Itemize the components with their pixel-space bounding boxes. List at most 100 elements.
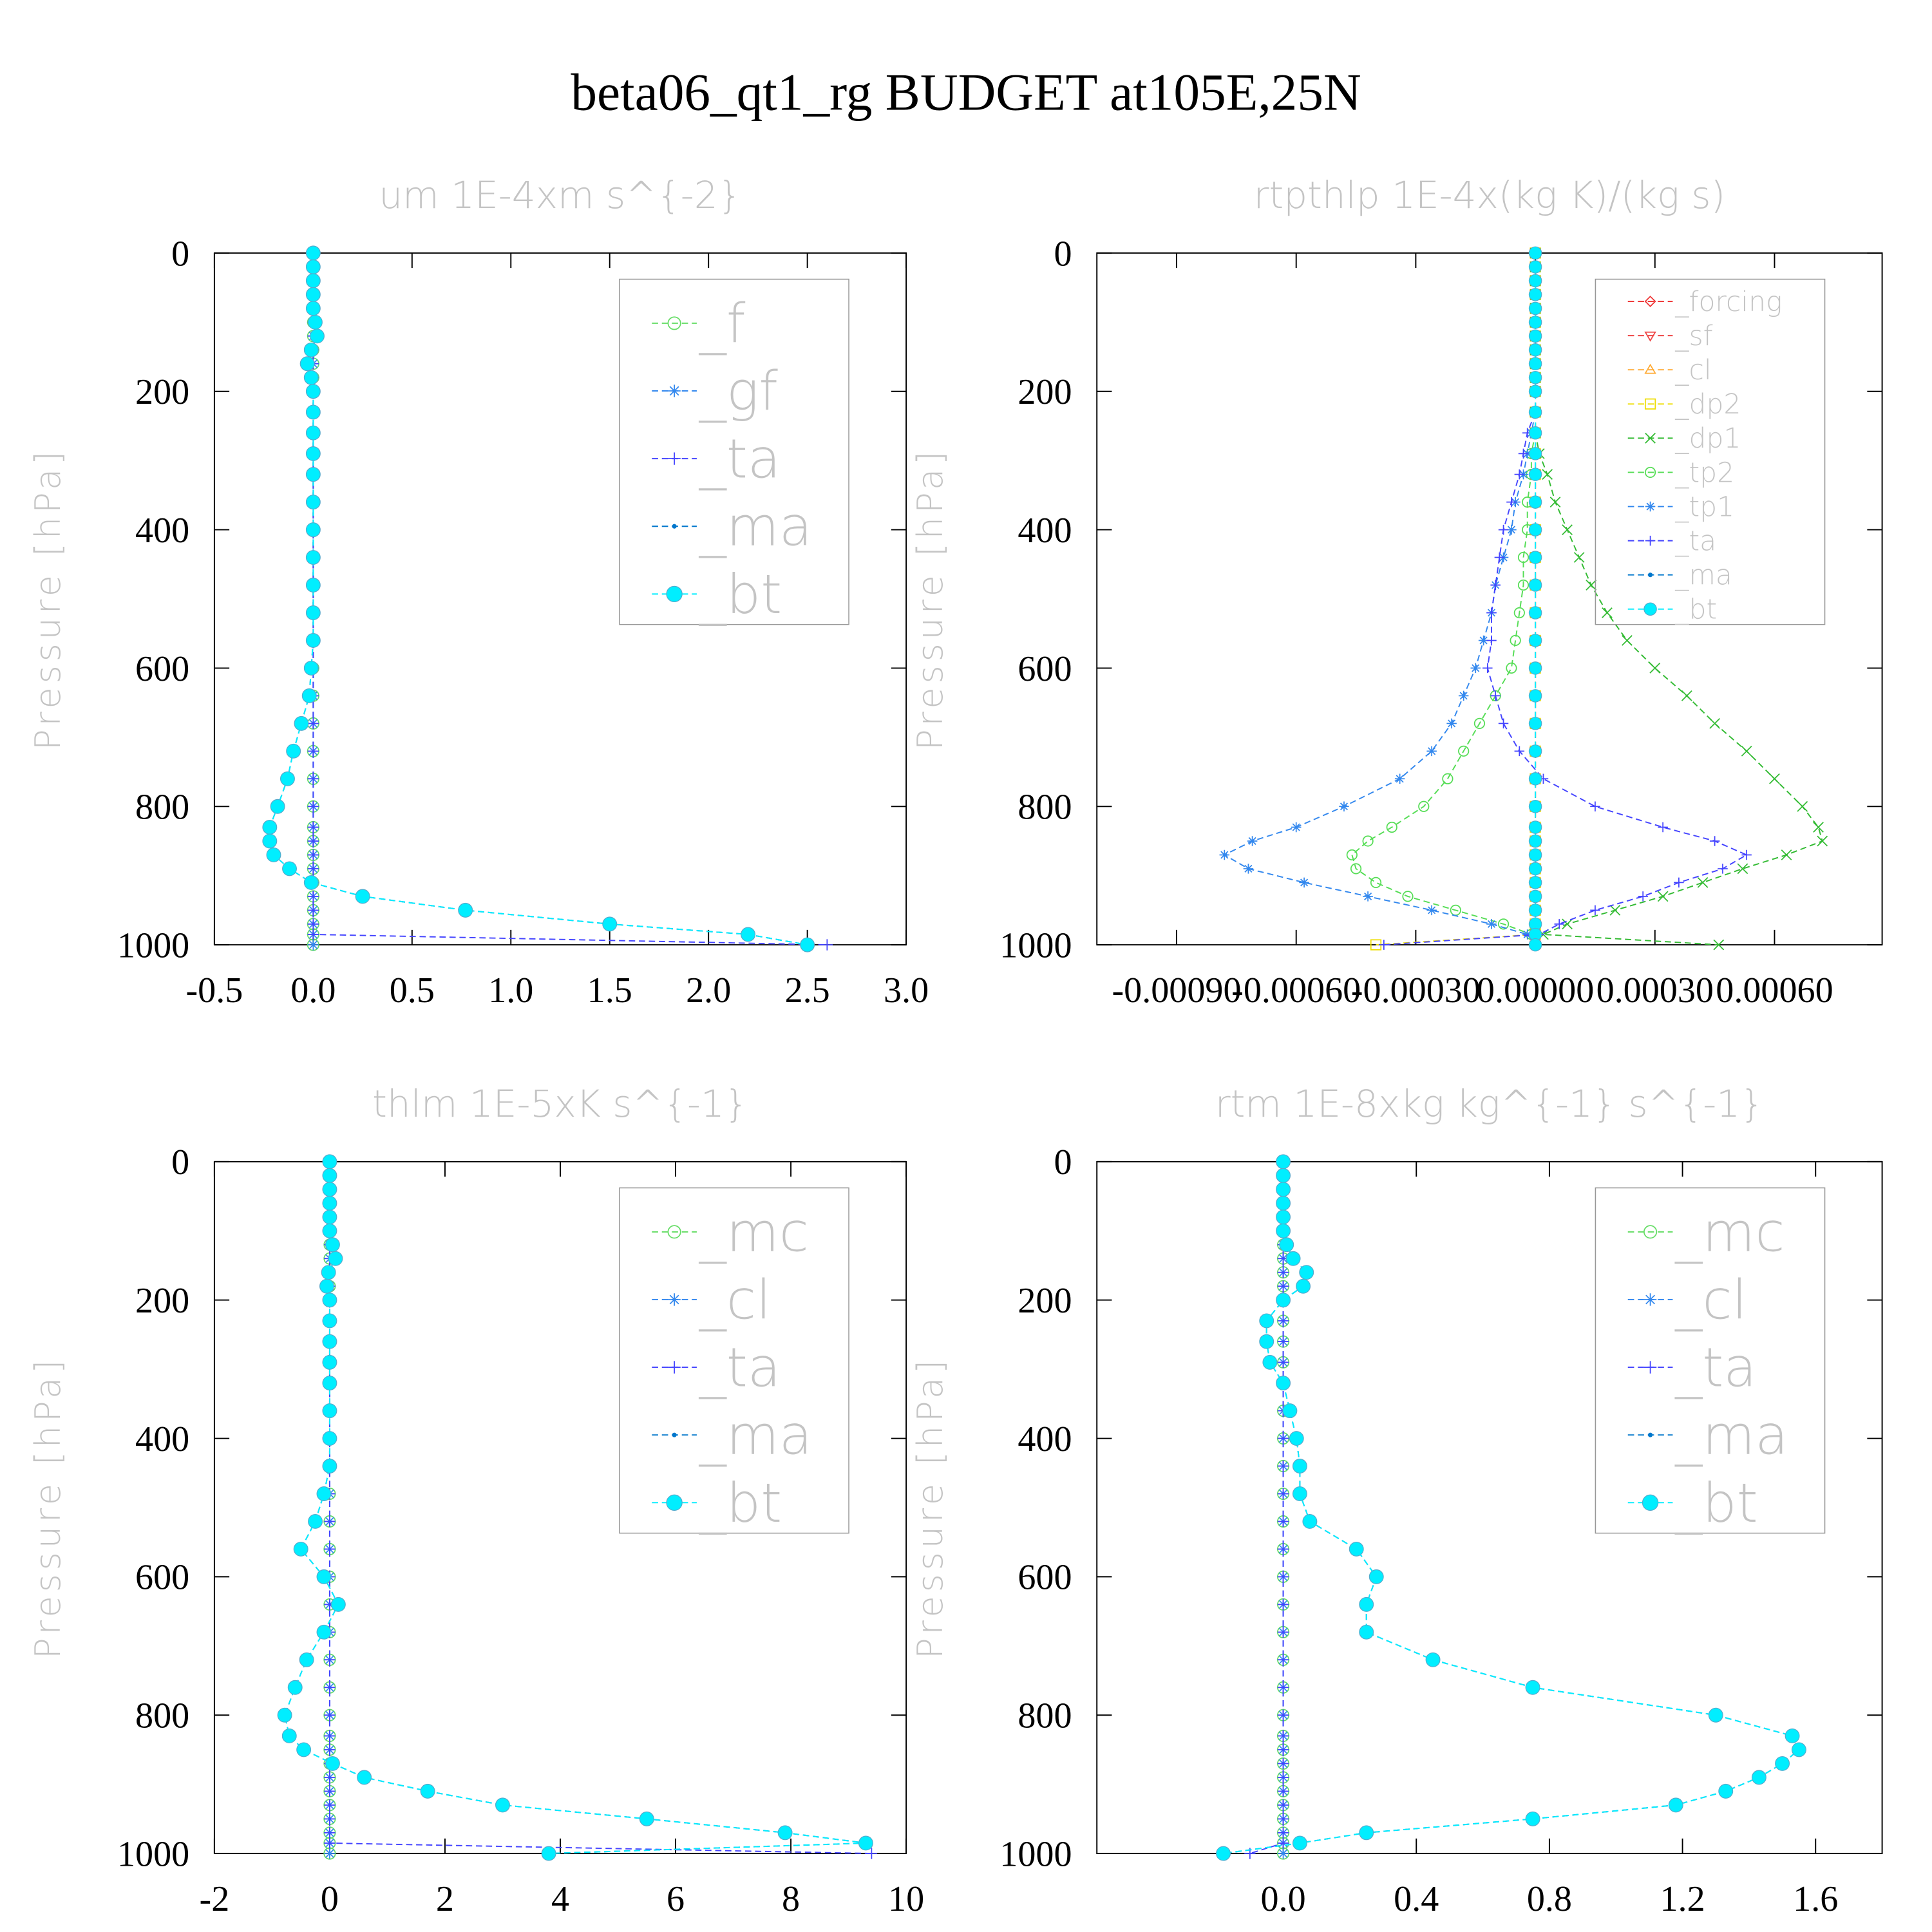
marker — [1528, 384, 1542, 398]
x-tick-label: -0.00090 — [1112, 971, 1241, 1010]
marker — [1363, 891, 1373, 902]
plot-frame — [1096, 1160, 1883, 1855]
plot-frame — [1096, 252, 1883, 946]
marker — [1506, 524, 1517, 535]
marker — [324, 1709, 336, 1721]
marker — [305, 522, 321, 538]
marker — [307, 800, 319, 812]
marker — [1528, 447, 1542, 460]
marker — [1517, 579, 1530, 591]
marker — [1528, 405, 1542, 419]
marker — [1528, 834, 1542, 848]
marker — [1277, 1515, 1289, 1528]
marker — [1482, 663, 1493, 674]
marker — [328, 1251, 343, 1266]
marker — [307, 929, 319, 940]
marker — [1649, 663, 1661, 674]
marker — [1528, 744, 1542, 758]
marker — [1368, 1569, 1384, 1584]
marker — [1528, 329, 1542, 343]
marker — [1291, 822, 1302, 833]
marker — [1243, 864, 1254, 874]
marker — [1528, 938, 1542, 952]
marker — [324, 1515, 336, 1528]
marker — [1645, 433, 1656, 444]
marker — [1277, 1460, 1289, 1472]
legend-label: _ma — [1674, 560, 1732, 592]
marker — [266, 847, 281, 862]
marker — [1277, 1267, 1289, 1278]
marker — [1276, 1195, 1291, 1211]
marker — [1709, 717, 1720, 729]
marker — [307, 717, 319, 730]
x-tick-label: 2 — [436, 1879, 454, 1919]
marker — [1528, 343, 1542, 357]
marker — [316, 1569, 332, 1584]
y-tick-label: 400 — [135, 1419, 189, 1459]
legend-label: _forcing — [1674, 287, 1782, 318]
marker — [1528, 876, 1542, 889]
marker — [821, 939, 833, 951]
marker — [1514, 469, 1525, 480]
series-line — [1376, 252, 1537, 946]
marker — [1647, 1432, 1653, 1437]
legend-label: _mc — [699, 1200, 809, 1264]
legend-box — [619, 1187, 849, 1534]
marker — [1486, 919, 1497, 929]
marker — [1362, 835, 1374, 847]
marker — [303, 342, 319, 357]
marker — [1349, 1541, 1364, 1557]
marker — [1370, 876, 1382, 889]
marker — [330, 1596, 346, 1612]
marker — [1277, 1785, 1289, 1797]
marker — [1528, 288, 1542, 301]
marker — [1510, 634, 1521, 647]
marker — [1644, 331, 1656, 342]
legend-label: _ta — [699, 1336, 781, 1399]
x-tick-label: 1.5 — [587, 971, 632, 1010]
marker — [1339, 801, 1349, 811]
marker — [1713, 939, 1725, 951]
x-tick-label: 0.8 — [1527, 1879, 1572, 1919]
x-tick-label: 2.0 — [686, 971, 731, 1010]
marker — [325, 1756, 340, 1771]
marker — [307, 821, 319, 833]
marker — [1458, 690, 1469, 701]
marker — [1302, 1513, 1318, 1529]
marker — [1470, 663, 1481, 674]
y-tick-label: 0 — [1054, 234, 1072, 274]
marker — [1458, 745, 1470, 757]
marker — [307, 314, 323, 330]
marker — [1573, 552, 1585, 563]
marker — [1528, 523, 1542, 536]
marker — [1528, 800, 1542, 813]
marker — [602, 916, 618, 932]
marker — [305, 467, 321, 482]
marker — [1277, 1772, 1289, 1783]
marker — [357, 1770, 372, 1785]
marker — [307, 773, 319, 784]
marker — [1528, 634, 1542, 647]
marker — [1709, 836, 1720, 846]
marker — [1277, 1356, 1289, 1368]
y-axis-label: Pressure [hPa] — [28, 448, 68, 750]
marker — [1490, 580, 1501, 591]
marker — [1277, 1709, 1289, 1721]
marker — [324, 1837, 336, 1849]
marker — [1277, 1543, 1289, 1555]
y-axis-label: Pressure [hPa] — [28, 1356, 68, 1659]
marker — [1277, 1730, 1289, 1742]
marker — [1525, 1811, 1540, 1826]
marker — [1276, 1293, 1291, 1308]
marker — [305, 495, 321, 510]
marker — [1518, 448, 1529, 459]
y-tick-label: 0 — [1054, 1142, 1072, 1182]
marker — [1426, 746, 1437, 757]
marker — [1277, 1432, 1289, 1444]
marker — [1359, 1825, 1374, 1841]
marker — [1602, 607, 1613, 618]
marker — [666, 585, 683, 603]
marker — [1277, 1813, 1289, 1825]
marker — [1359, 1624, 1374, 1640]
y-axis-label: Pressure [hPa] — [910, 448, 951, 750]
